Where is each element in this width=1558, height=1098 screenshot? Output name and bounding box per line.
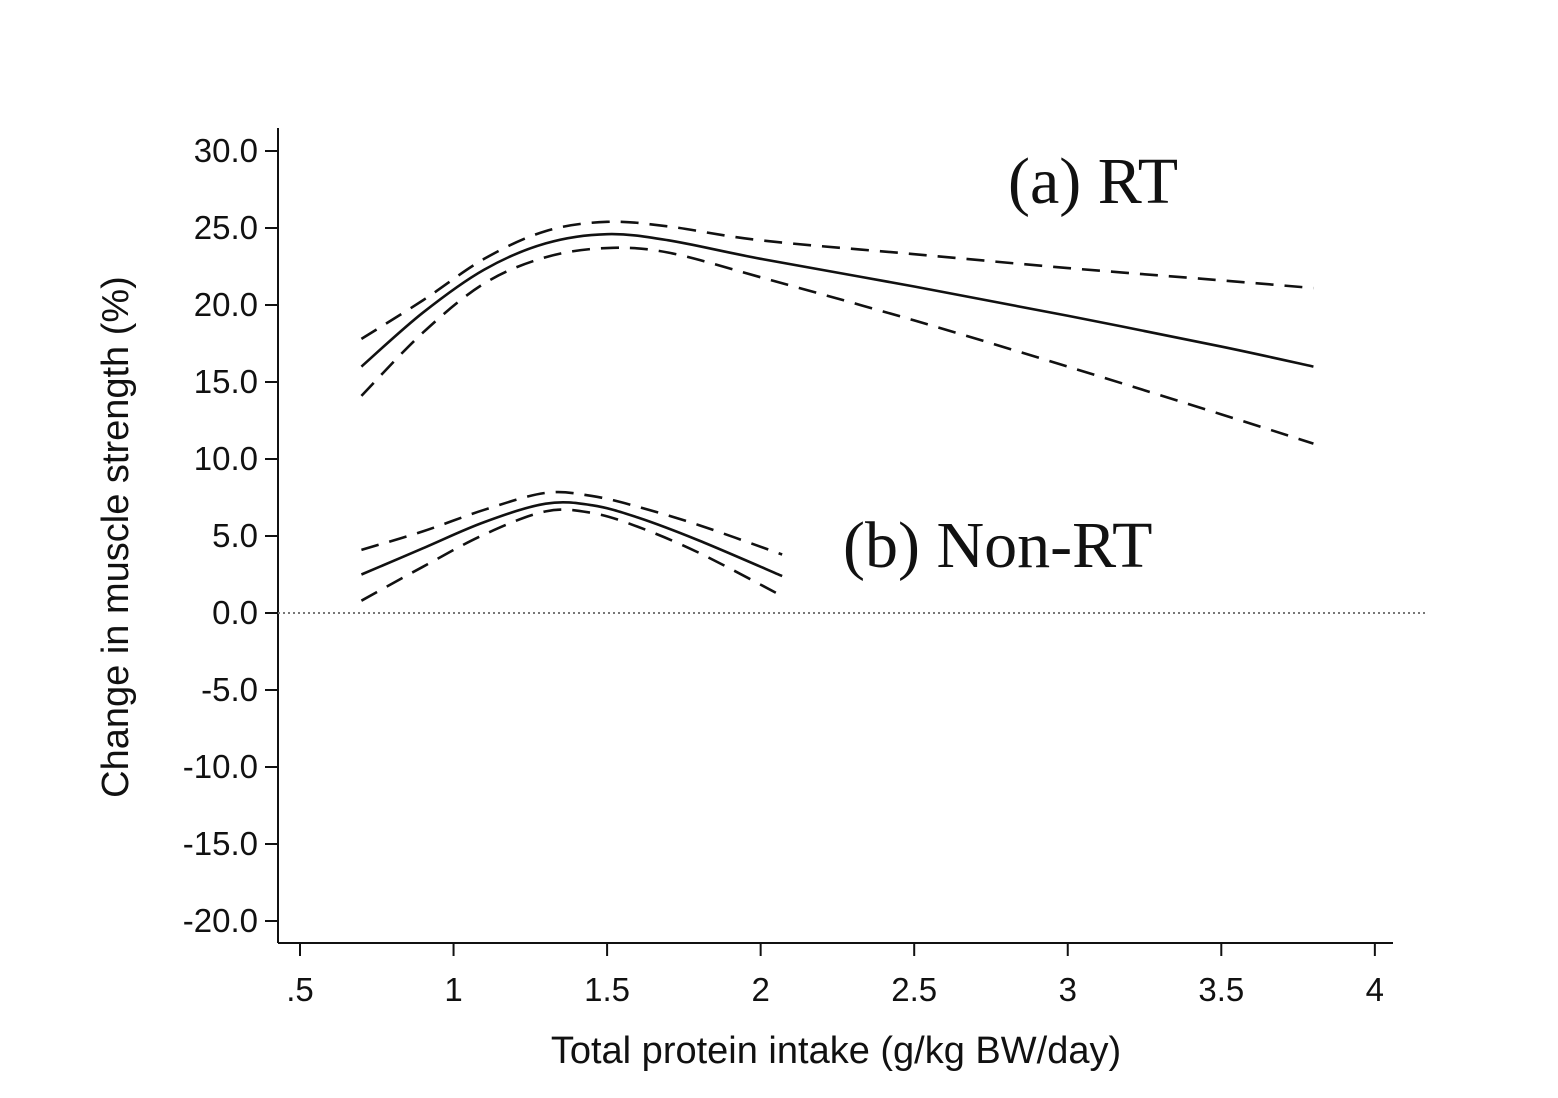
series-rt-lower-95-ci — [360, 246, 1314, 445]
y-tick-label: -15.0 — [183, 825, 258, 862]
y-tick-label: -10.0 — [183, 748, 258, 785]
series-group — [360, 220, 1314, 602]
series-non-rt-upper-95-ci — [361, 490, 783, 556]
y-tick-label: 20.0 — [194, 286, 258, 323]
y-tick-label: -20.0 — [183, 902, 258, 939]
y-ticks: 30.0 25.0 20.0 15.0 10.0 5.0 0.0 -5.0 -10.0 -15.0… — [183, 132, 278, 939]
series-non-rt-estimate — [360, 500, 783, 578]
y-tick-label: 25.0 — [194, 209, 258, 246]
y-axis-title: Change in muscle strength (%) — [95, 276, 137, 798]
x-tick-label: 3 — [1059, 971, 1077, 1008]
x-tick-label: 2.5 — [891, 971, 937, 1008]
x-tick-label: 1 — [444, 971, 462, 1008]
x-tick-label: 3.5 — [1198, 971, 1244, 1008]
x-tick-label: 4 — [1366, 971, 1384, 1008]
annotation-rt: (a) RT — [1008, 145, 1178, 218]
annotation-non-rt: (b) Non-RT — [843, 509, 1152, 582]
y-tick-label: 30.0 — [194, 132, 258, 169]
y-tick-label: 0.0 — [212, 594, 258, 631]
x-tick-label: .5 — [286, 971, 314, 1008]
series-rt-upper-95-ci — [360, 220, 1314, 340]
y-tick-label: -5.0 — [201, 671, 258, 708]
x-tick-label: 2 — [751, 971, 769, 1008]
x-tick-label: 1.5 — [584, 971, 630, 1008]
y-tick-label: 5.0 — [212, 517, 258, 554]
x-ticks: .5 1 1.5 2 2.5 3 3.5 4 — [286, 943, 1384, 1008]
series-non-rt-lower-95-ci — [360, 508, 783, 602]
y-tick-label: 15.0 — [194, 363, 258, 400]
series-rt-estimate — [360, 232, 1314, 368]
x-axis-title: Total protein intake (g/kg BW/day) — [551, 1030, 1121, 1072]
y-tick-label: 10.0 — [194, 440, 258, 477]
